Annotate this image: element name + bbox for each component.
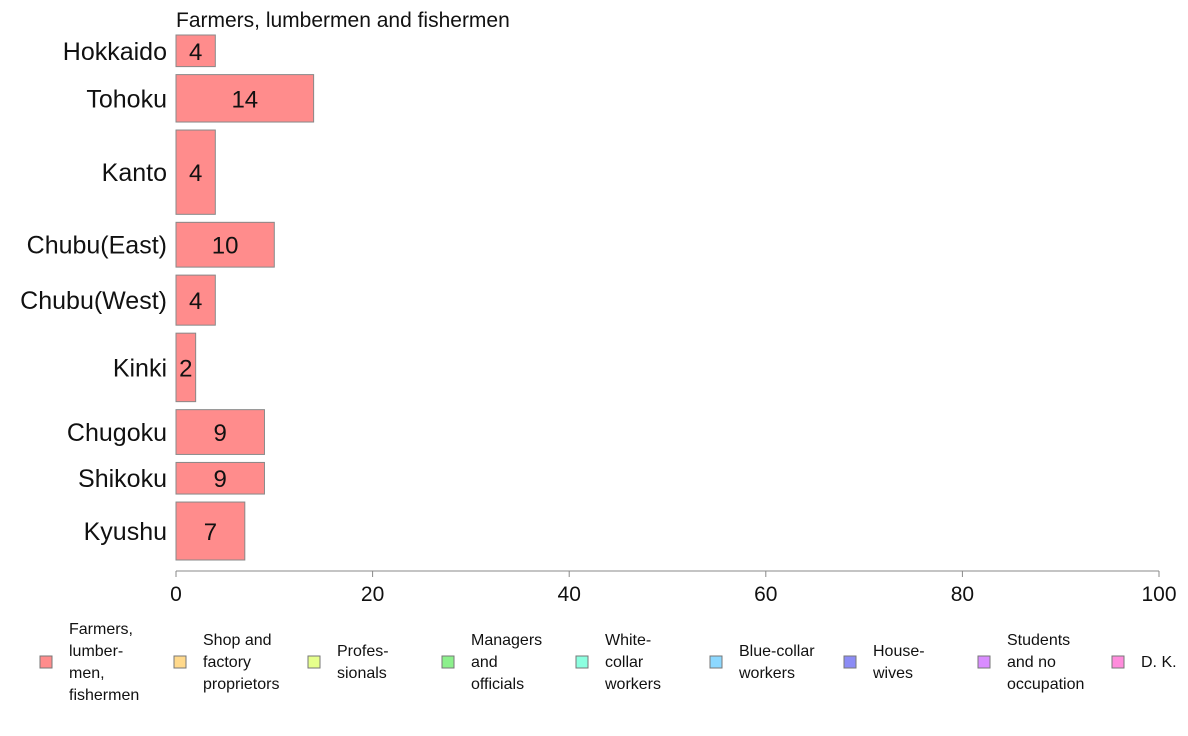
category-label: Kinki [113,354,167,382]
bar-value-label: 9 [214,420,227,447]
x-tick-label: 40 [558,583,581,606]
category-label: Chubu(West) [20,287,167,315]
legend-swatch [307,655,321,669]
bar [175,274,216,326]
bars-group: Hokkaido 4 Tohoku 14 Kanto 4 Chubu(East) 10 Chub… [20,34,315,561]
x-tick-label: 100 [1141,583,1176,606]
legend-label: Profes- [337,643,389,660]
legend-swatch [843,655,857,669]
category-label: Chugoku [67,419,167,447]
bar [175,409,265,455]
legend-swatch [977,655,991,669]
category-label: Chubu(East) [27,232,167,260]
bar [175,332,197,403]
bar-value-label: 2 [179,355,192,382]
legend-label: and [471,654,498,671]
legend-label: and no [1007,654,1056,671]
category-label: Kanto [102,159,167,187]
category-label: Shikoku [78,465,167,493]
bar-value-label: 4 [189,39,202,66]
bar [175,501,246,561]
bar [175,221,275,268]
x-tick-label: 0 [170,583,182,606]
x-axis: 0 20 40 60 80 100 [170,570,1177,606]
legend-label: lumber- [69,643,123,660]
legend-label: Students [1007,632,1070,649]
bar [175,129,216,215]
bar [175,34,216,68]
legend-label: Blue-collar [739,643,815,660]
legend-label: Managers [471,632,542,649]
bar-value-label: 14 [231,86,258,113]
bar-value-label: 4 [189,160,202,187]
legend-label: White- [605,632,651,649]
legend-swatch [39,655,53,669]
bar-value-label: 10 [212,233,239,260]
x-tick-label: 60 [754,583,777,606]
legend-label: Farmers, [69,621,133,638]
legend-swatch [441,655,455,669]
x-tick-label: 20 [361,583,384,606]
legend: Farmers, lumber-men, fishermen Shop and fact… [39,621,1177,704]
legend-label: House- [873,643,925,660]
bar [175,461,265,495]
legend-label: Shop and [203,632,272,649]
legend-label: sionals [337,665,387,682]
bar-value-label: 4 [189,288,202,315]
legend-label: occupation [1007,676,1084,693]
legend-label: fishermen [69,687,139,704]
bar-value-label: 9 [214,466,227,493]
legend-label: collar [605,654,644,671]
legend-label: workers [738,665,795,682]
bar-value-label: 7 [204,519,217,546]
legend-label: workers [604,676,661,693]
bar [175,74,315,123]
legend-label: proprietors [203,676,279,693]
legend-label: factory [203,654,251,671]
legend-label: wives [872,665,913,682]
category-label: Hokkaido [63,38,167,66]
legend-label: officials [471,676,524,693]
category-label: Kyushu [84,518,167,546]
legend-swatch [1111,655,1125,669]
legend-label: men, [69,665,105,682]
legend-swatch [575,655,589,669]
chart-title: Farmers, lumbermen and fishermen [176,9,510,32]
x-tick-label: 80 [951,583,974,606]
category-label: Tohoku [86,85,167,113]
legend-label: D. K. [1141,654,1177,671]
legend-swatch [173,655,187,669]
legend-swatch [709,655,723,669]
